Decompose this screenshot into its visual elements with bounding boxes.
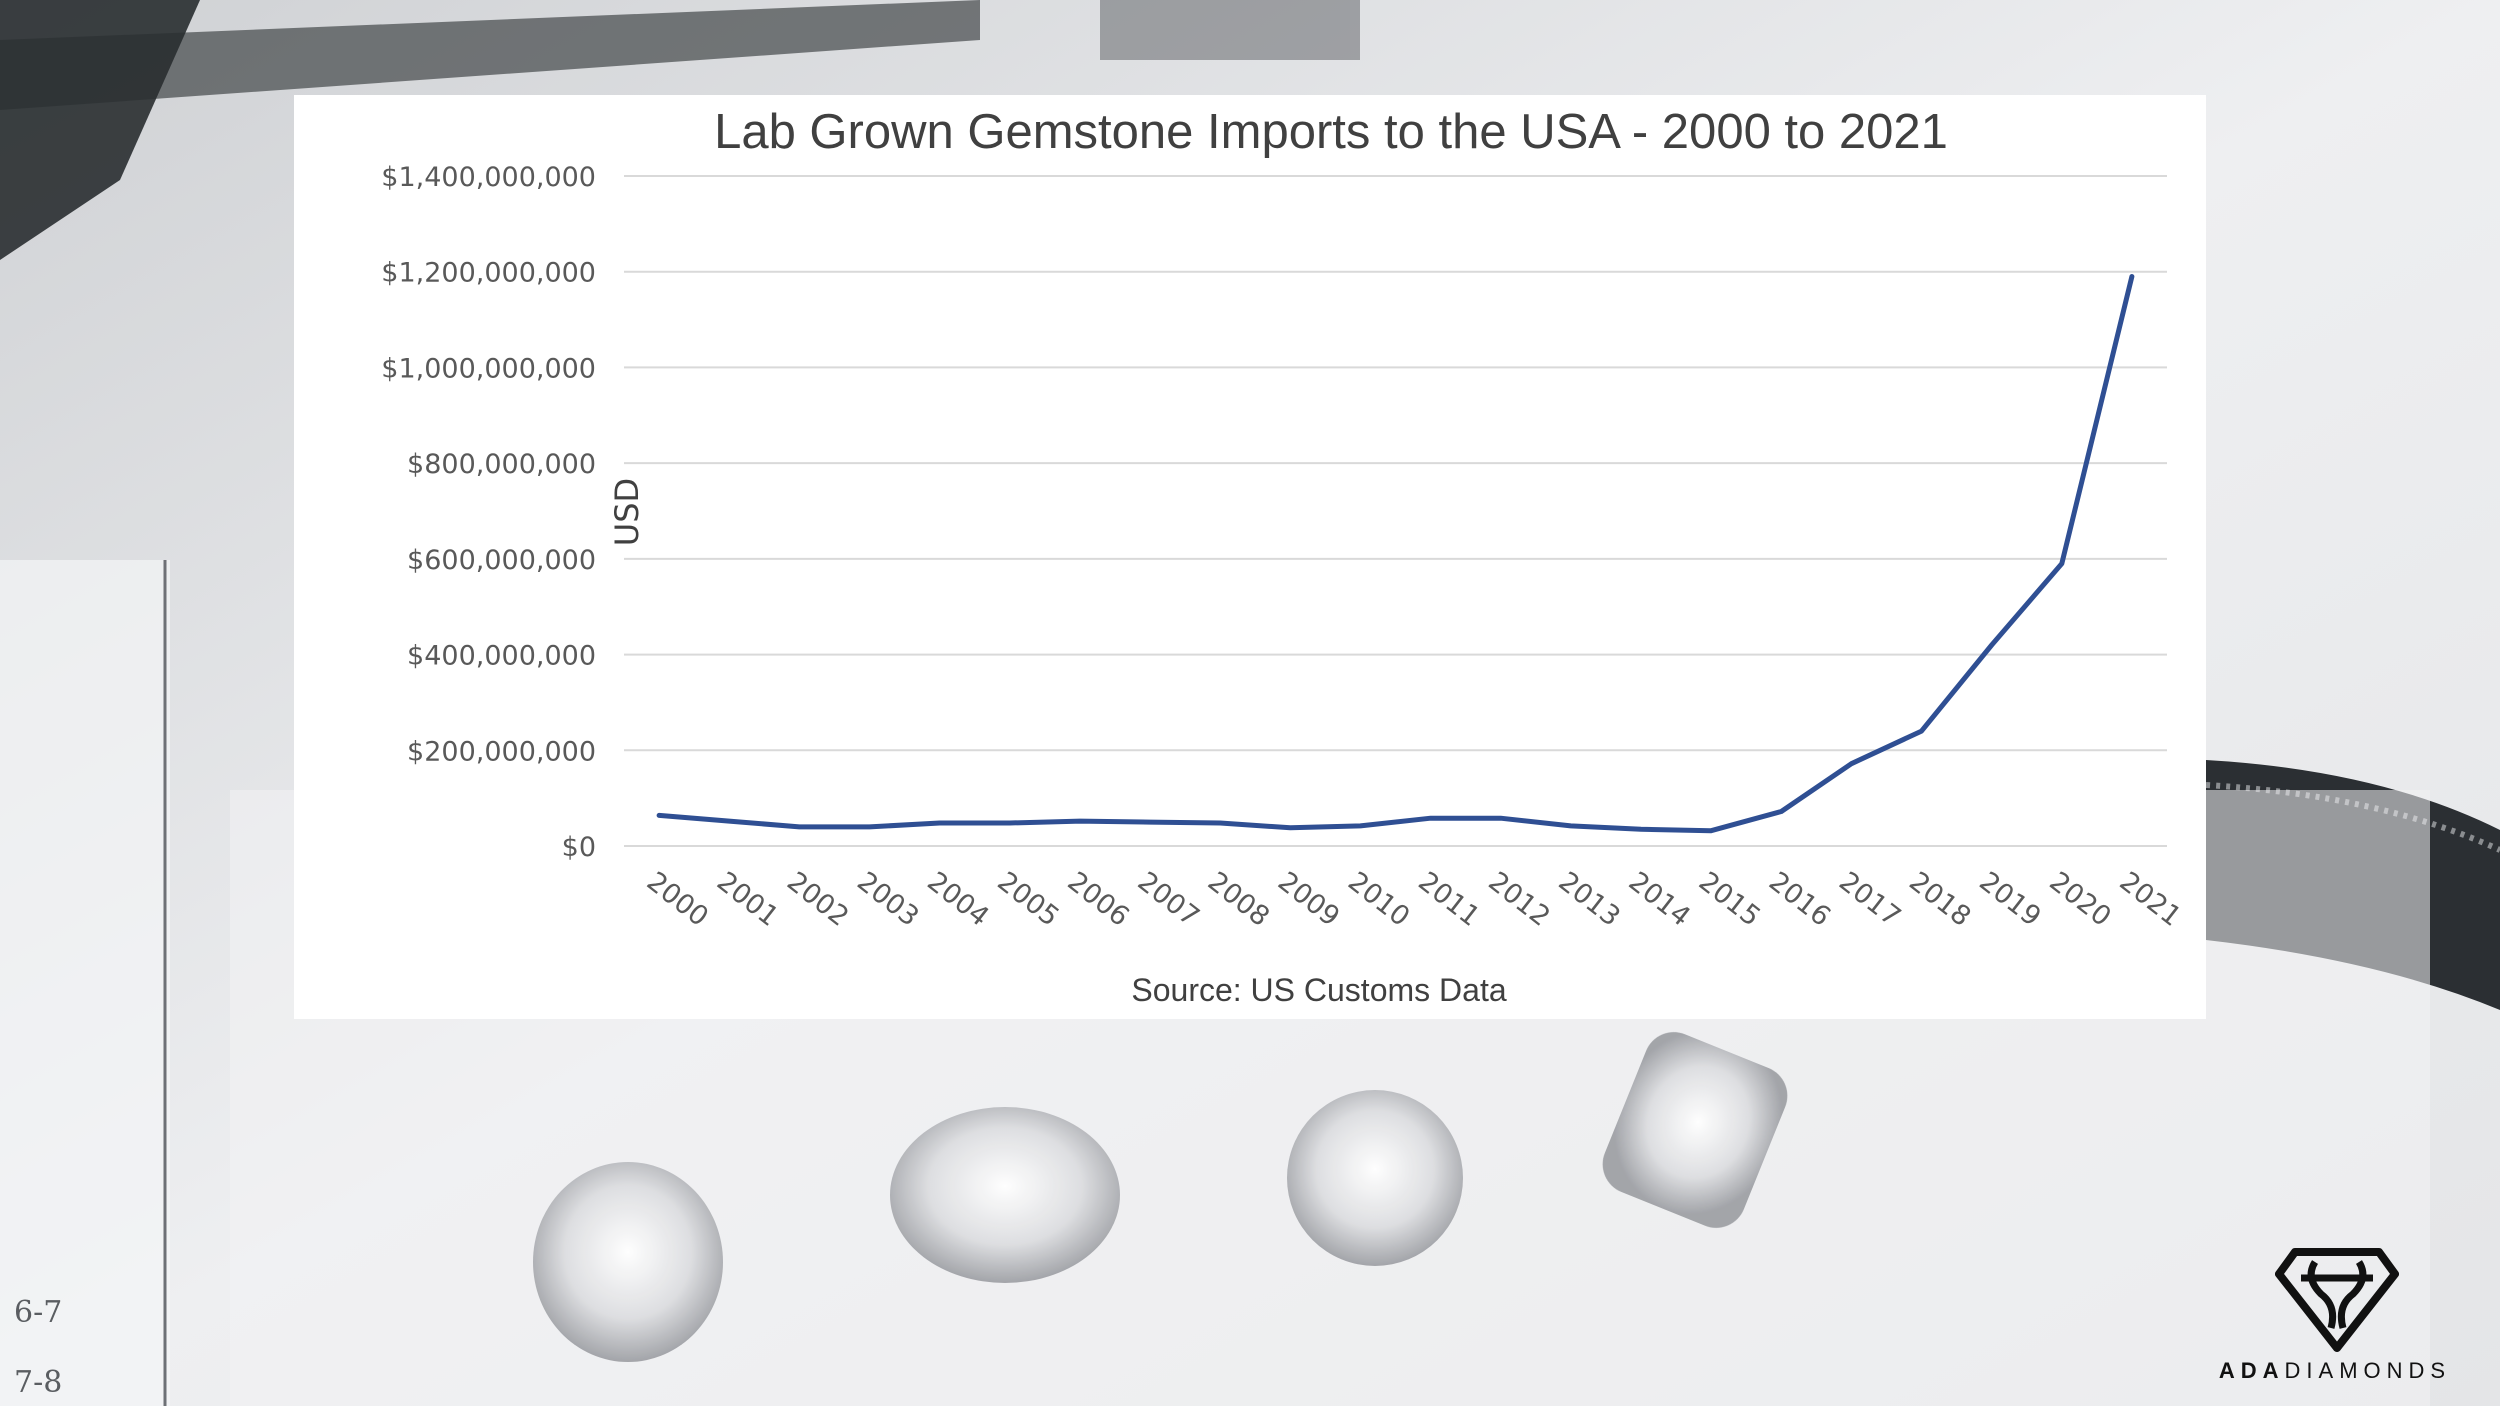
data-point bbox=[2059, 561, 2064, 566]
data-point bbox=[937, 821, 942, 826]
source-note: Source: US Customs Data bbox=[1131, 972, 1506, 1008]
gridlines bbox=[624, 175, 2167, 847]
data-point bbox=[1288, 825, 1293, 830]
data-point bbox=[1498, 816, 1503, 821]
y-axis-ticks: $0 $200,000,000 $400,000,000 $600,000,000 $8… bbox=[381, 162, 596, 863]
data-point bbox=[1148, 820, 1153, 825]
data-point bbox=[1919, 729, 1924, 734]
y-tick-label: $0 bbox=[562, 832, 596, 863]
x-tick-label: 2021 bbox=[2114, 866, 2187, 933]
brand-name-bold: ADA bbox=[2218, 1358, 2285, 1383]
gem-oval bbox=[890, 1107, 1120, 1283]
data-point bbox=[2129, 274, 2134, 279]
x-tick-label: 2011 bbox=[1412, 866, 1485, 933]
y-tick-label: $600,000,000 bbox=[407, 545, 596, 576]
x-tick-label: 2006 bbox=[1062, 866, 1135, 933]
data-point bbox=[797, 824, 802, 829]
x-tick-label: 2015 bbox=[1693, 866, 1766, 933]
gem-round bbox=[1287, 1090, 1463, 1266]
x-tick-label: 2013 bbox=[1553, 866, 1626, 933]
x-tick-label: 2016 bbox=[1763, 866, 1836, 933]
y-tick-label: $800,000,000 bbox=[407, 449, 596, 480]
y-tick-label: $1,200,000,000 bbox=[381, 258, 596, 289]
x-tick-label: 2002 bbox=[781, 866, 854, 933]
series-line bbox=[656, 274, 2135, 834]
x-tick-label: 2009 bbox=[1272, 866, 1345, 933]
x-tick-label: 2020 bbox=[2043, 866, 2116, 933]
x-tick-label: 2012 bbox=[1482, 866, 1555, 933]
line-chart: Lab Grown Gemstone Imports to the USA - … bbox=[381, 105, 2187, 1008]
y-axis-label: USD bbox=[608, 478, 646, 546]
data-point bbox=[727, 819, 732, 824]
data-point bbox=[1007, 821, 1012, 826]
x-tick-label: 2001 bbox=[711, 866, 784, 933]
y-tick-label: $1,400,000,000 bbox=[381, 162, 596, 193]
ruler-mark: 7-8 bbox=[14, 1365, 62, 1400]
gem-radiant bbox=[1602, 1032, 1788, 1228]
gem-cushion bbox=[533, 1162, 723, 1362]
data-point bbox=[657, 813, 662, 818]
data-point bbox=[1779, 809, 1784, 814]
ruler-mark: 6-7 bbox=[14, 1295, 62, 1330]
x-tick-label: 2000 bbox=[641, 866, 714, 933]
data-point bbox=[1218, 821, 1223, 826]
data-point bbox=[1638, 827, 1643, 832]
y-tick-label: $200,000,000 bbox=[407, 736, 596, 767]
x-tick-label: 2010 bbox=[1342, 866, 1415, 933]
x-tick-label: 2003 bbox=[851, 866, 924, 933]
y-tick-label: $1,000,000,000 bbox=[381, 353, 596, 384]
x-tick-label: 2014 bbox=[1623, 866, 1696, 933]
chart-title: Lab Grown Gemstone Imports to the USA - … bbox=[714, 105, 1948, 159]
data-point bbox=[1077, 819, 1082, 824]
x-tick-label: 2007 bbox=[1132, 866, 1205, 933]
x-tick-label: 2004 bbox=[921, 866, 994, 933]
series-layer bbox=[656, 274, 2135, 834]
x-tick-label: 2008 bbox=[1202, 866, 1275, 933]
data-point bbox=[1358, 823, 1363, 828]
data-point bbox=[1428, 816, 1433, 821]
chart-panel: Lab Grown Gemstone Imports to the USA - … bbox=[294, 95, 2206, 1019]
brand-logo: ADADIAMONDS bbox=[2205, 1248, 2465, 1388]
x-tick-label: 2019 bbox=[1973, 866, 2046, 933]
data-point bbox=[1709, 828, 1714, 833]
y-tick-label: $400,000,000 bbox=[407, 641, 596, 672]
data-point bbox=[1568, 823, 1573, 828]
data-point bbox=[1849, 761, 1854, 766]
data-point bbox=[1989, 643, 1994, 647]
brand-name-light: DIAMONDS bbox=[2284, 1358, 2452, 1383]
x-axis-ticks: 2000200120022003200420052006200720082009… bbox=[641, 866, 2187, 933]
x-tick-label: 2017 bbox=[1833, 866, 1906, 933]
x-tick-label: 2018 bbox=[1903, 866, 1976, 933]
ada-monogram-logo-icon bbox=[2275, 1248, 2399, 1352]
x-tick-label: 2005 bbox=[991, 866, 1064, 933]
data-point bbox=[867, 824, 872, 829]
brand-name: ADADIAMONDS bbox=[2205, 1358, 2465, 1384]
